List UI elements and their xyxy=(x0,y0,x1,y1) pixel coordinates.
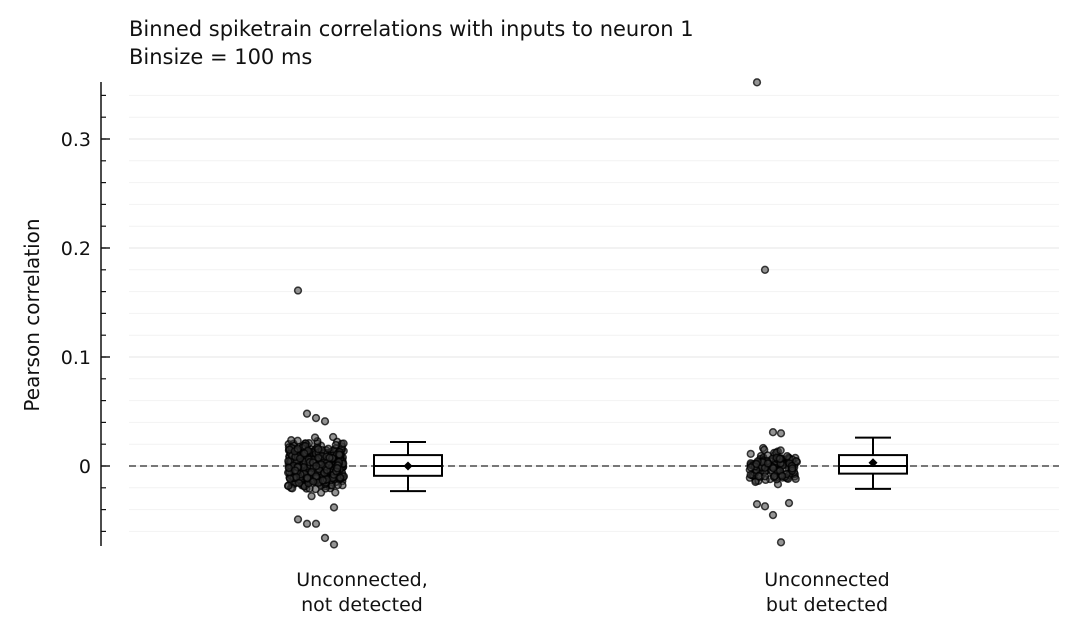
scatter-point xyxy=(311,519,321,528)
x-category-label-2-line2: but detected xyxy=(765,594,889,616)
scatter-point xyxy=(778,471,787,481)
x-category-label-1: Unconnected, not detected xyxy=(242,568,482,618)
scatter-point xyxy=(324,444,333,453)
y-tick-label: 0 xyxy=(79,456,91,478)
y-tick-label: 0.1 xyxy=(61,347,91,369)
scatter-point xyxy=(335,450,344,459)
scatter-point xyxy=(746,463,755,472)
scatter-point xyxy=(293,444,302,454)
scatter-point xyxy=(312,461,321,471)
scatter-point xyxy=(307,492,316,501)
scatter-point xyxy=(290,466,300,475)
scatter-point xyxy=(746,449,755,459)
scatter-point xyxy=(763,459,773,468)
scatter-point xyxy=(318,476,327,485)
scatter-point xyxy=(329,540,339,549)
scatter-point xyxy=(784,498,794,508)
scatter-point xyxy=(768,428,778,437)
scatter-point xyxy=(770,471,779,481)
chart-title: Binned spiketrain correlations with inpu… xyxy=(129,17,694,41)
scatter-point xyxy=(760,502,770,511)
scatter-point xyxy=(783,452,792,461)
scatter-point xyxy=(791,474,800,484)
y-axis: 0 0.1 0.2 0.3 xyxy=(61,82,110,546)
scatter-points xyxy=(283,78,802,549)
scatter-point xyxy=(776,446,785,455)
scatter-point xyxy=(285,474,295,483)
scatter-point xyxy=(768,510,778,520)
x-category-label-1-line1: Unconnected, xyxy=(296,569,428,591)
scatter-point xyxy=(320,417,330,426)
scatter-point xyxy=(752,500,762,509)
scatter-point xyxy=(284,456,293,466)
scatter-point xyxy=(776,429,786,438)
scatter-point xyxy=(788,464,797,473)
scatter-point xyxy=(333,480,342,490)
scatter-point xyxy=(325,453,334,462)
scatter-point xyxy=(754,472,763,481)
y-tick-label: 0.3 xyxy=(61,129,91,151)
scatter-point xyxy=(775,454,784,463)
box-plots xyxy=(373,436,908,493)
y-tick-label: 0.2 xyxy=(61,238,91,260)
x-category-label-1-line2: not detected xyxy=(301,594,423,616)
scatter-point xyxy=(303,473,312,483)
scatter-point xyxy=(760,265,770,274)
scatter-point xyxy=(339,439,348,448)
scatter-point xyxy=(331,488,340,497)
mean-marker xyxy=(403,461,413,471)
scatter-point xyxy=(287,436,296,445)
x-category-label-2-line1: Unconnected xyxy=(764,569,890,591)
scatter-point xyxy=(294,478,304,488)
mean-marker xyxy=(868,458,878,468)
scatter-point xyxy=(284,481,293,490)
scatter-point xyxy=(329,503,339,512)
scatter-point xyxy=(314,453,323,462)
scatter-point xyxy=(302,519,312,528)
scatter-point xyxy=(300,449,309,458)
scatter-point xyxy=(314,444,323,454)
scatter-point xyxy=(776,538,786,547)
scatter-point xyxy=(310,433,320,442)
scatter-point xyxy=(331,440,341,450)
scatter-point xyxy=(293,515,303,524)
chart-subtitle: Binsize = 100 ms xyxy=(129,45,313,69)
scatter-point xyxy=(302,409,312,418)
scatter-point xyxy=(309,477,318,486)
grid-lines xyxy=(129,94,1059,532)
scatter-point xyxy=(760,445,769,454)
scatter-point xyxy=(769,464,778,473)
y-axis-label: Pearson correlation xyxy=(20,218,44,412)
scatter-point xyxy=(324,460,334,470)
scatter-point xyxy=(328,432,338,442)
scatter-point xyxy=(333,464,342,473)
scatter-point xyxy=(293,286,303,295)
scatter-point xyxy=(311,413,321,423)
scatter-point xyxy=(752,78,762,87)
scatter-point xyxy=(320,533,330,543)
x-category-label-2: Unconnected but detected xyxy=(707,568,947,618)
